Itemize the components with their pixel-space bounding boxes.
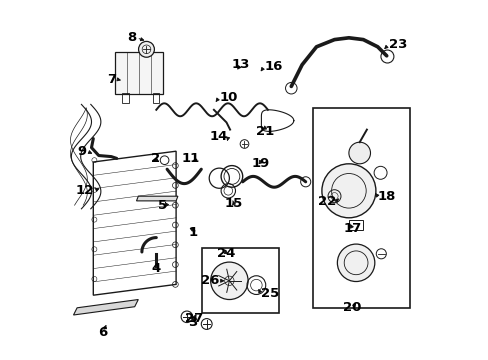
- Text: 14: 14: [209, 130, 228, 143]
- Text: 5: 5: [158, 199, 167, 212]
- Circle shape: [321, 164, 375, 218]
- Bar: [312, 108, 409, 308]
- Text: 8: 8: [127, 31, 136, 44]
- Text: 7: 7: [107, 73, 117, 86]
- Text: 27: 27: [184, 312, 203, 325]
- Text: 16: 16: [264, 60, 282, 73]
- Bar: [152, 93, 159, 103]
- Text: 10: 10: [219, 91, 237, 104]
- Text: 23: 23: [387, 39, 406, 51]
- Bar: [202, 248, 278, 313]
- Bar: [348, 220, 363, 230]
- Circle shape: [337, 244, 374, 282]
- Bar: [122, 93, 128, 103]
- Text: 15: 15: [224, 197, 243, 210]
- Text: 18: 18: [377, 190, 395, 203]
- Circle shape: [138, 41, 154, 57]
- Circle shape: [348, 142, 370, 164]
- Text: 24: 24: [216, 247, 235, 260]
- Text: 4: 4: [151, 262, 161, 275]
- Polygon shape: [136, 196, 178, 201]
- Text: 21: 21: [256, 125, 274, 138]
- Text: 22: 22: [317, 195, 335, 208]
- Circle shape: [210, 262, 247, 300]
- Text: 26: 26: [201, 274, 219, 287]
- Text: 9: 9: [78, 145, 87, 158]
- Bar: [115, 52, 163, 94]
- Text: 12: 12: [76, 184, 94, 197]
- Text: 1: 1: [188, 226, 197, 239]
- Polygon shape: [73, 300, 138, 315]
- Text: 19: 19: [251, 157, 269, 170]
- Text: 2: 2: [150, 152, 160, 165]
- Text: 11: 11: [181, 152, 199, 165]
- Text: 6: 6: [98, 327, 107, 339]
- Text: 25: 25: [260, 287, 278, 300]
- Text: 3: 3: [188, 316, 197, 329]
- Text: 13: 13: [231, 58, 249, 71]
- Text: 17: 17: [343, 222, 361, 235]
- Text: 20: 20: [343, 301, 361, 314]
